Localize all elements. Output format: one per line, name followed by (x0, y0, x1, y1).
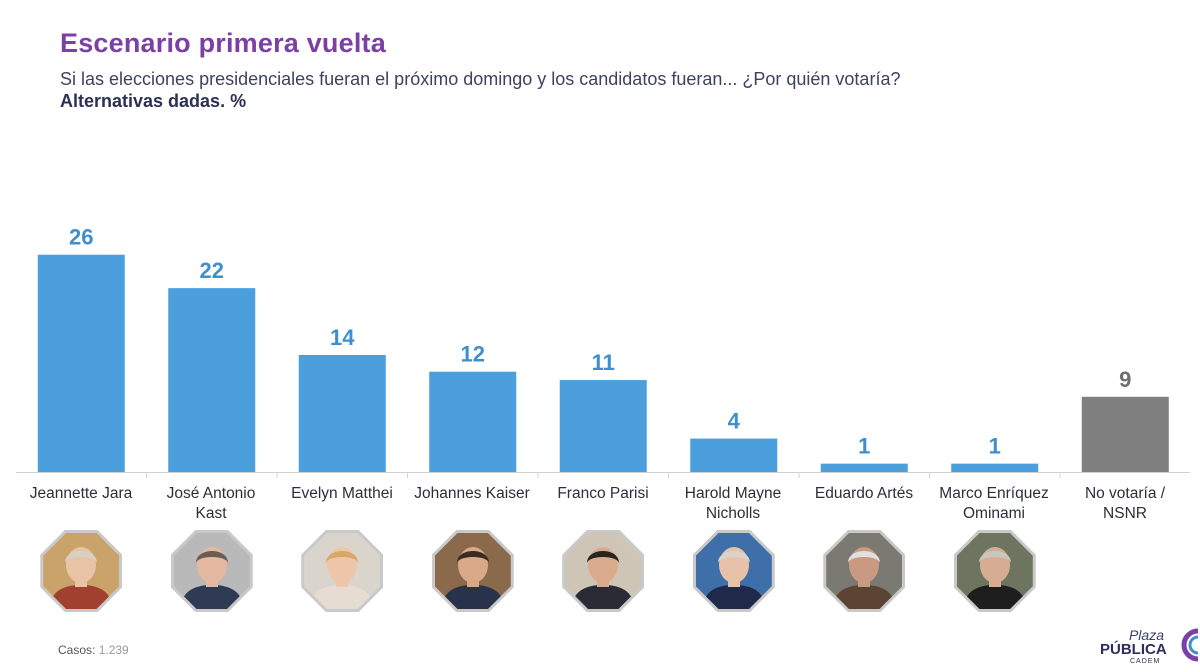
category-label-jara: Jeannette Jara (16, 484, 146, 504)
candidate-photo-frame (304, 533, 381, 609)
bar (1081, 396, 1169, 472)
candidate-photo-frame (173, 533, 250, 609)
candidate-photo-frame (434, 533, 511, 609)
plaza-publica-cadem-logo: Plaza PÚBLICA CADEM (1090, 625, 1200, 669)
candidate-photo-icon (301, 530, 384, 612)
candidate-photo-icon (431, 530, 514, 612)
category-label-line: Franco Parisi (557, 485, 649, 502)
candidate-photo-icon (823, 530, 906, 612)
bar (37, 254, 125, 472)
data-label: 9 (1119, 367, 1131, 392)
data-label: 11 (592, 350, 615, 375)
candidate-photo-icon (170, 530, 253, 612)
bar (690, 438, 778, 472)
category-label-kaiser: Johannes Kaiser (407, 484, 537, 504)
chart-subtitle: Si las elecciones presidenciales fueran … (60, 69, 901, 89)
candidate-photo-icon (692, 530, 775, 612)
category-label-line: Harold Mayne (684, 485, 782, 502)
category-label-mayne: Harold Mayne Nicholls (668, 484, 798, 524)
category-label-meo: Marco Enríquez Ominami (929, 484, 1059, 524)
category-label-nsnr: No votaría / NSNR (1060, 484, 1190, 524)
candidate-photo-frame (826, 533, 903, 609)
candidate-photo-frame (565, 533, 642, 609)
category-label-matthei: Evelyn Matthei (277, 484, 407, 504)
category-label-line: Johannes Kaiser (414, 485, 530, 502)
candidate-photo-icon (562, 530, 645, 612)
bar (168, 288, 256, 472)
bar (429, 371, 517, 472)
sample-size-label: Casos: (58, 643, 96, 657)
category-label-line: José Antonio (166, 485, 256, 502)
category-label-kast: José Antonio Kast (146, 484, 276, 524)
data-label: 12 (461, 342, 485, 367)
category-label-line: Marco Enríquez (939, 485, 1049, 502)
candidate-photo-frame (695, 533, 772, 609)
data-label: 22 (200, 258, 224, 283)
category-label-line: Jeannette Jara (29, 485, 133, 502)
candidate-photo-frame (956, 533, 1033, 609)
logo-text-publica: PÚBLICA (1100, 641, 1167, 658)
category-label-artes: Eduardo Artés (799, 484, 929, 504)
data-label: 1 (858, 434, 870, 459)
bar (820, 463, 908, 472)
sample-size-value: 1.239 (98, 643, 129, 657)
bar (951, 463, 1039, 472)
category-label-line: Kast (195, 505, 227, 522)
data-label: 26 (69, 225, 93, 250)
data-label: 1 (989, 434, 1001, 459)
logo-text-cadem: CADEM (1130, 658, 1161, 665)
candidate-photo-frame (43, 533, 120, 609)
category-label-line: Eduardo Artés (814, 485, 914, 502)
data-label: 4 (728, 409, 741, 434)
category-label-line: No votaría / (1084, 485, 1166, 502)
logo-text-plaza: Plaza (1128, 627, 1164, 643)
candidate-photo-icon (40, 530, 123, 612)
bar (559, 380, 647, 472)
category-label-line: NSNR (1103, 505, 1147, 522)
bar (298, 355, 386, 472)
category-label-line: Evelyn Matthei (291, 485, 393, 502)
sample-size-note: Casos: 1.239 (58, 643, 129, 657)
category-label-line: Ominami (962, 505, 1025, 522)
chart-title: Escenario primera vuelta (60, 28, 386, 58)
logo-ring-icon (1181, 628, 1199, 662)
data-label: 14 (330, 325, 355, 350)
category-label-line: Nicholls (705, 505, 761, 522)
category-label-parisi: Franco Parisi (538, 484, 668, 504)
candidate-photo-icon (953, 530, 1036, 612)
chart-unit-note: Alternativas dadas. % (60, 91, 247, 111)
